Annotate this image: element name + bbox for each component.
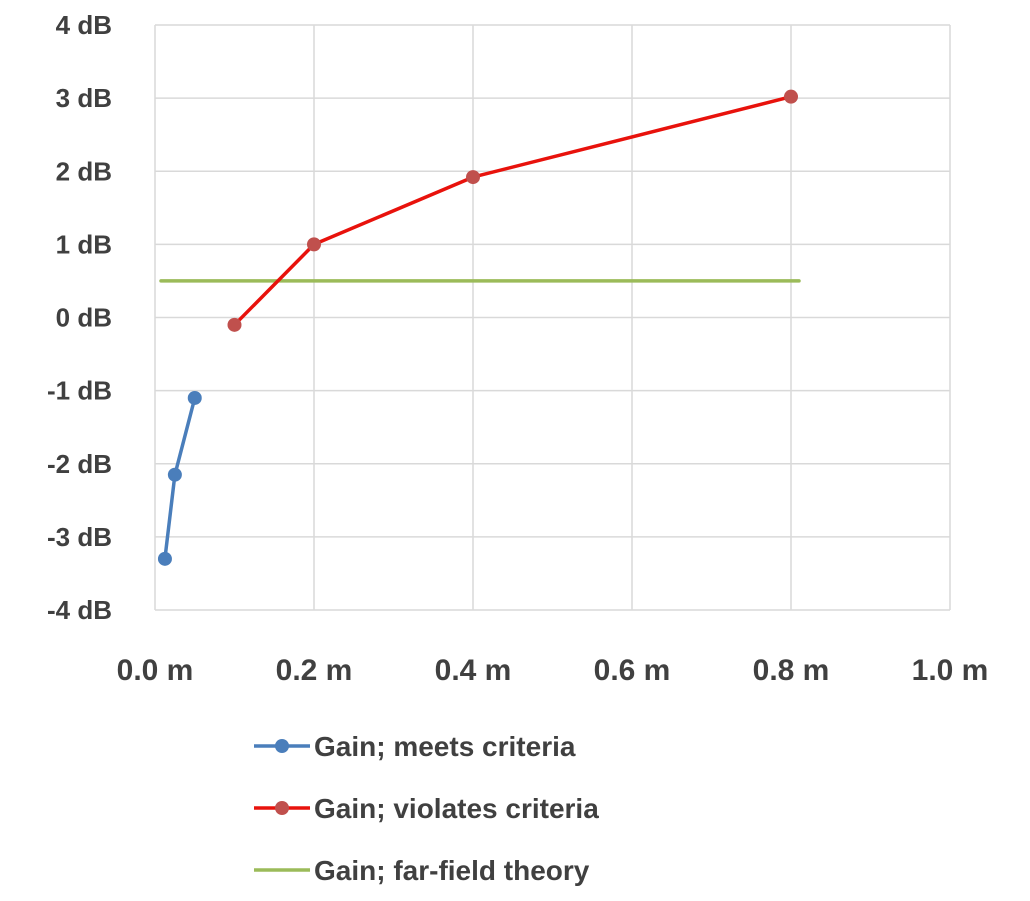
legend: Gain; meets criteria Gain; violates crite… (254, 731, 599, 886)
x-tick-label: 0.2 m (276, 654, 353, 687)
legend-label: Gain; meets criteria (314, 731, 576, 762)
x-tick-label: 1.0 m (912, 654, 989, 687)
data-series (157, 89, 801, 566)
legend-label: Gain; violates criteria (314, 793, 599, 824)
x-tick-label: 0.0 m (117, 654, 194, 687)
data-point (167, 467, 182, 482)
x-tick-label: 0.6 m (594, 654, 671, 687)
y-tick-label: -4 dB (47, 595, 112, 625)
y-tick-label: 2 dB (56, 156, 112, 186)
x-tick-label: 0.8 m (753, 654, 830, 687)
data-point (157, 551, 172, 566)
y-tick-label: -1 dB (47, 376, 112, 406)
data-point (466, 170, 480, 185)
x-tick-label: 0.4 m (435, 654, 512, 687)
data-point (227, 317, 242, 332)
legend-label: Gain; far-field theory (314, 855, 590, 886)
y-tick-label: 1 dB (56, 229, 112, 259)
legend-swatch-marker (275, 739, 289, 753)
data-point (784, 89, 798, 104)
y-tick-label: 0 dB (56, 303, 112, 333)
series-line (232, 94, 793, 327)
data-point (187, 390, 202, 405)
axis-labels: 4 dB 3 dB 2 dB 1 dB 0 dB -1 dB -2 dB -3 dB -4 dB… (47, 10, 988, 687)
legend-swatch-marker (275, 801, 289, 815)
y-tick-label: -3 dB (47, 522, 112, 552)
y-tick-label: 4 dB (56, 10, 112, 40)
gridlines (154, 24, 951, 611)
y-tick-label: 3 dB (56, 83, 112, 113)
y-tick-label: -2 dB (47, 449, 112, 479)
data-point (307, 237, 321, 252)
